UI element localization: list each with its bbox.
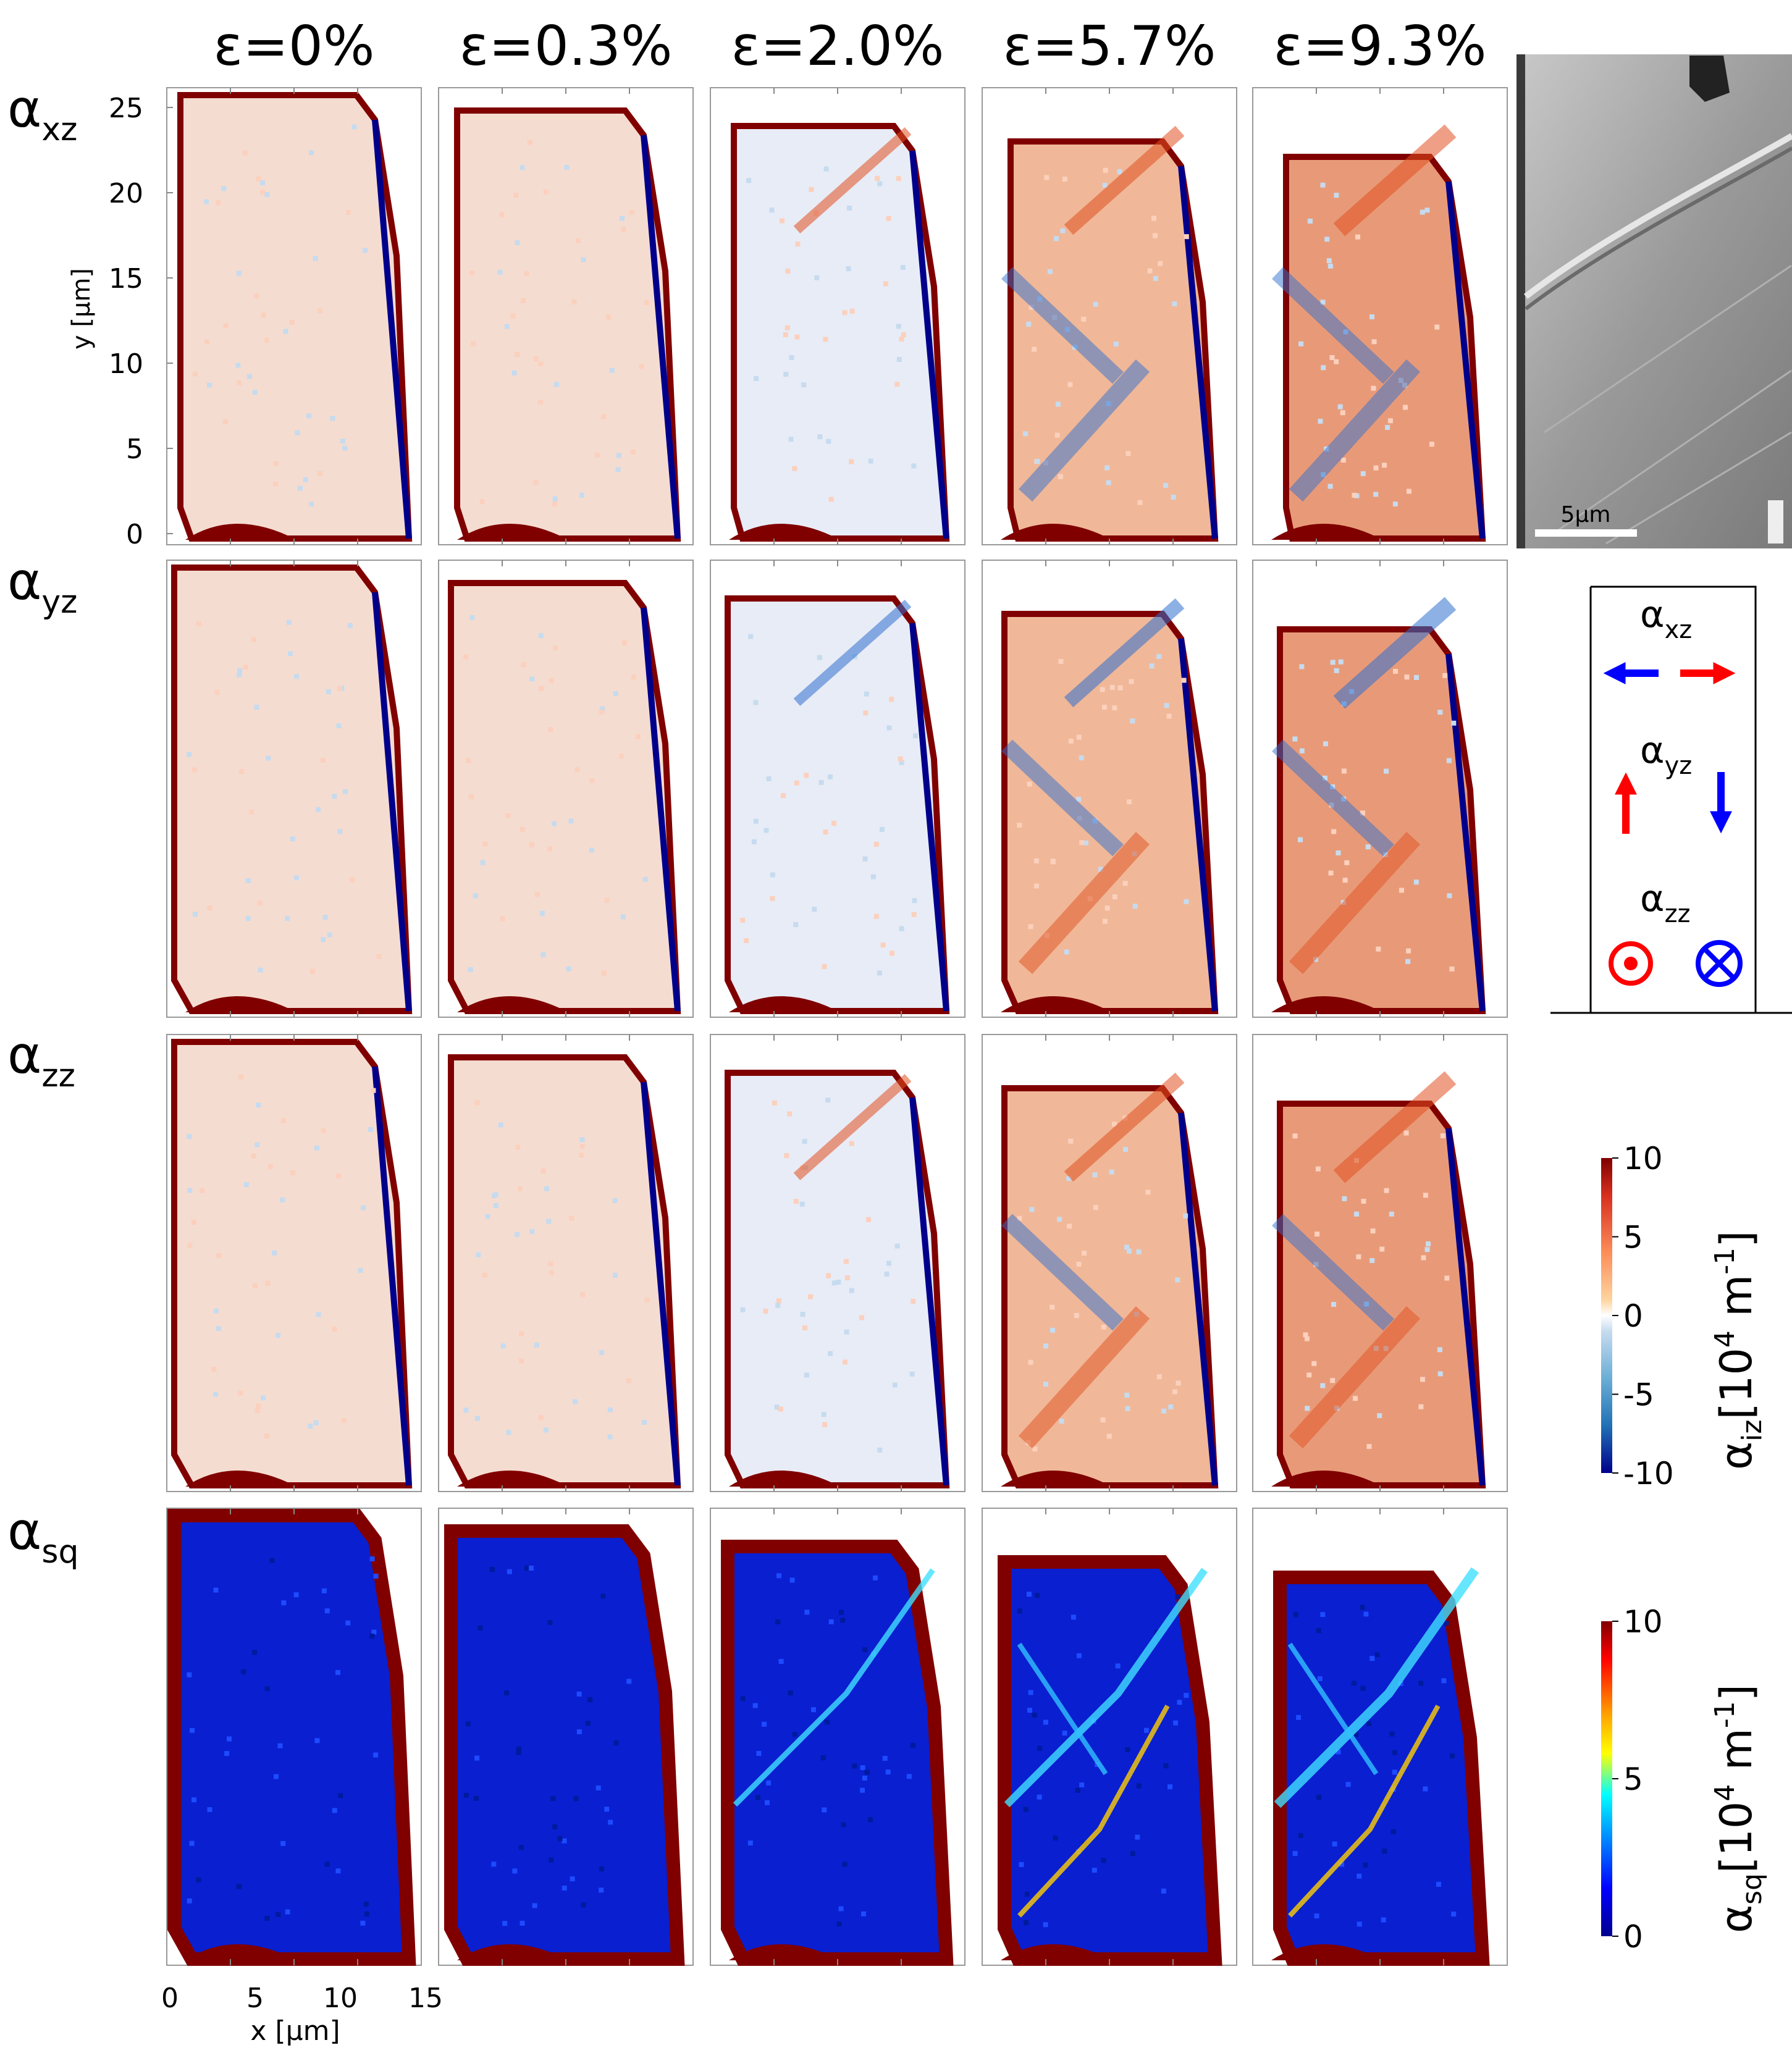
sem-scale-label: 5μm [1561, 502, 1611, 527]
panel-zz-3 [982, 1034, 1237, 1492]
panel-xz-1 [438, 87, 694, 545]
panel-yz-3 [982, 560, 1237, 1018]
y-tick-5: 5 [126, 434, 143, 465]
x-tick-15: 15 [408, 1983, 443, 2014]
panel-sq-0 [166, 1508, 422, 1966]
strain-header-0: ε=0% [214, 14, 375, 78]
x-tick-5: 5 [246, 1983, 264, 2014]
y-axis: 0 5 10 15 20 25 y [μm] [67, 93, 173, 550]
panel-zz-1 [438, 1034, 694, 1492]
panel-sq-2 [710, 1508, 965, 1966]
panel-xz-3 [982, 87, 1237, 545]
sem-image: 5μm [1516, 54, 1792, 548]
cb-iz-ticks-tick-4: -10 [1623, 1456, 1674, 1492]
cb-sq-ticks-tick-1: 5 [1623, 1761, 1643, 1797]
y-tick-15: 15 [109, 263, 143, 295]
panel-yz-2 [710, 560, 965, 1018]
strain-headers: ε=0% ε=0.3% ε=2.0% ε=5.7% ε=9.3% [214, 14, 1487, 78]
strain-header-4: ε=9.3% [1274, 14, 1487, 78]
y-tick-20: 20 [109, 178, 143, 209]
panel-zz-0 [166, 1034, 422, 1492]
colorbar-sq: 10 5 0 αsq[104 m-1] [1601, 1604, 1768, 1955]
row-label-zz: αzz [7, 1025, 75, 1094]
y-tick-0: 0 [126, 519, 143, 550]
x-tick-10: 10 [323, 1983, 358, 2014]
panel-zz-2 [710, 1034, 965, 1492]
panel-yz-1 [438, 560, 694, 1018]
legend-yz-sub: yz [1665, 752, 1693, 780]
panel-yz-0 [166, 560, 422, 1018]
cb-iz-ticks-tick-1: 5 [1623, 1220, 1643, 1256]
legend-zz-label: α [1640, 877, 1665, 920]
svg-text:αxz: αxz [1640, 593, 1692, 644]
row-labels: αxz αyz αzz αsq [7, 78, 78, 1571]
panel-sq-1 [438, 1508, 694, 1966]
panel-sq-4 [1252, 1508, 1508, 1966]
colorbar-iz-label: αiz[104 m-1] [1709, 1230, 1768, 1470]
cb-iz-ticks-tick-0: 10 [1623, 1141, 1663, 1177]
cb-sq-ticks-tick-0: 10 [1623, 1604, 1663, 1640]
map-panels [166, 87, 1508, 1966]
sem-scale-bar [1535, 529, 1637, 537]
panel-xz-0 [166, 87, 422, 545]
strain-header-2: ε=2.0% [731, 14, 944, 78]
into-plane-icon [1696, 940, 1743, 987]
row-label-xz: αxz [7, 78, 77, 148]
x-axis: 0 5 10 15 x [μm] [161, 1983, 443, 2047]
x-tick-0: 0 [161, 1983, 179, 2014]
panel-xz-4 [1252, 87, 1508, 545]
y-tick-10: 10 [109, 348, 143, 380]
cb-sq-ticks-tick-2: 0 [1623, 1919, 1643, 1955]
panel-xz-2 [710, 87, 965, 545]
strain-header-1: ε=0.3% [460, 14, 673, 78]
cb-iz-ticks-tick-3: -5 [1623, 1377, 1654, 1413]
panel-sq-3 [982, 1508, 1237, 1966]
row-label-yz: αyz [7, 551, 77, 621]
colorbar-sq-label: αsq[104 m-1] [1709, 1684, 1768, 1933]
legend-box: αxz αyz αzz [1550, 585, 1792, 1014]
y-axis-label: y [μm] [67, 268, 96, 350]
legend-yz-label: α [1640, 729, 1665, 772]
y-tick-25: 25 [109, 93, 143, 124]
svg-text:αyz: αyz [1640, 729, 1692, 780]
out-of-plane-icon [1609, 941, 1653, 986]
svg-text:αzz: αzz [1640, 877, 1691, 928]
x-axis-label: x [μm] [250, 2015, 340, 2047]
panel-zz-4 [1252, 1034, 1508, 1492]
legend-xz-label: α [1640, 593, 1665, 636]
strain-header-3: ε=5.7% [1003, 14, 1216, 78]
colorbar-iz: 10 5 0 -5 -10 αiz[104 m-1] [1601, 1141, 1768, 1492]
legend-xz-sub: xz [1665, 616, 1693, 644]
legend-zz-sub: zz [1665, 900, 1691, 928]
cb-iz-ticks-tick-2: 0 [1623, 1298, 1643, 1334]
row-label-sq: αsq [7, 1501, 78, 1571]
panel-yz-4 [1252, 560, 1508, 1018]
